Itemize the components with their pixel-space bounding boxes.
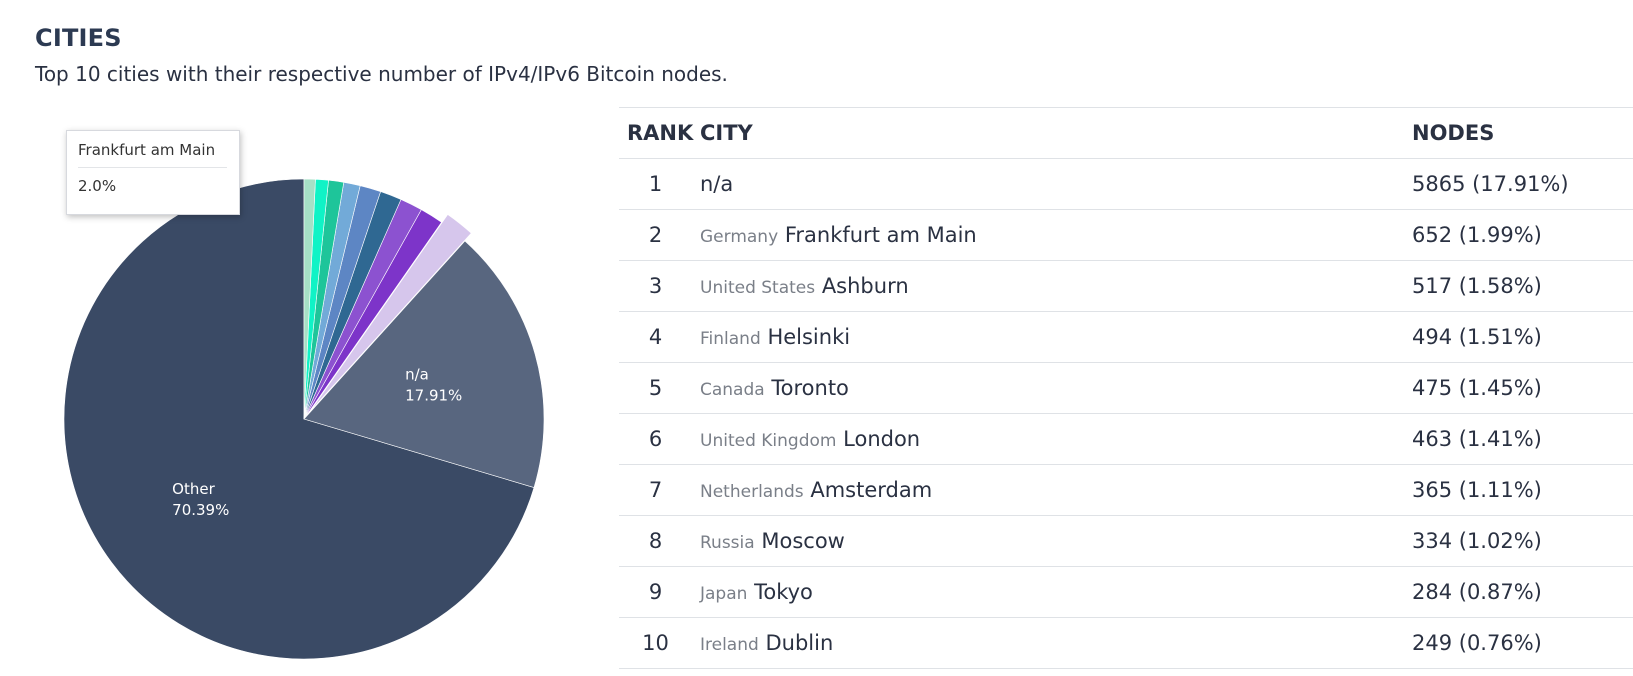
pie-label-n-a: n/a 17.91% xyxy=(405,365,462,404)
country-label: Russia xyxy=(700,533,755,553)
country-label: Ireland xyxy=(700,635,759,655)
chart-tooltip: Frankfurt am Main 2.0% xyxy=(66,130,240,215)
country-label: United States xyxy=(700,278,816,298)
rank-cell: 6 xyxy=(619,413,700,465)
rank-cell: 3 xyxy=(619,260,700,312)
rank-cell: 8 xyxy=(619,515,700,567)
nodes-cell: 475 (1.45%) xyxy=(1412,362,1633,414)
column-header-rank[interactable]: RANK xyxy=(619,107,700,159)
country-label: United Kingdom xyxy=(700,431,837,451)
rank-cell: 10 xyxy=(619,617,700,669)
nodes-cell: 284 (0.87%) xyxy=(1412,566,1633,618)
city-cell: United Kingdom London xyxy=(700,413,1412,465)
cities-pie-chart[interactable]: Other 70.39% n/a 17.91% xyxy=(0,100,600,676)
city-cell: Ireland Dublin xyxy=(700,617,1412,669)
city-name[interactable]: n/a xyxy=(700,172,734,196)
city-cell: Japan Tokyo xyxy=(700,566,1412,618)
city-cell: Russia Moscow xyxy=(700,515,1412,567)
nodes-cell: 652 (1.99%) xyxy=(1412,209,1633,261)
rank-cell: 9 xyxy=(619,566,700,618)
table-row[interactable]: 8 Russia Moscow 334 (1.02%) xyxy=(619,515,1633,567)
rank-cell: 2 xyxy=(619,209,700,261)
rank-cell: 1 xyxy=(619,158,700,210)
city-name[interactable]: Frankfurt am Main xyxy=(784,223,977,247)
city-cell: Finland Helsinki xyxy=(700,311,1412,363)
table-row[interactable]: 1 n/a 5865 (17.91%) xyxy=(619,158,1633,210)
pie-label-value: 17.91% xyxy=(405,386,462,404)
country-label: Canada xyxy=(700,380,765,400)
pie-slice-dublin[interactable] xyxy=(303,178,316,420)
city-name[interactable]: Ashburn xyxy=(821,274,909,298)
country-label: Japan xyxy=(700,584,748,604)
nodes-cell: 5865 (17.91%) xyxy=(1412,158,1633,210)
nodes-cell: 517 (1.58%) xyxy=(1412,260,1633,312)
city-cell: Canada Toronto xyxy=(700,362,1412,414)
table-row[interactable]: 3 United States Ashburn 517 (1.58%) xyxy=(619,260,1633,312)
table-row[interactable]: 5 Canada Toronto 475 (1.45%) xyxy=(619,362,1633,414)
table-row[interactable]: 6 United Kingdom London 463 (1.41%) xyxy=(619,413,1633,465)
city-name[interactable]: Tokyo xyxy=(754,580,813,604)
city-cell: n/a xyxy=(700,158,1412,210)
table-row[interactable]: 4 Finland Helsinki 494 (1.51%) xyxy=(619,311,1633,363)
rank-cell: 5 xyxy=(619,362,700,414)
city-cell: United States Ashburn xyxy=(700,260,1412,312)
city-name[interactable]: Moscow xyxy=(761,529,845,553)
city-cell: Germany Frankfurt am Main xyxy=(700,209,1412,261)
country-label: Netherlands xyxy=(700,482,804,502)
city-cell: Netherlands Amsterdam xyxy=(700,464,1412,516)
city-name[interactable]: Dublin xyxy=(765,631,834,655)
nodes-cell: 494 (1.51%) xyxy=(1412,311,1633,363)
table-row[interactable]: 9 Japan Tokyo 284 (0.87%) xyxy=(619,566,1633,618)
table-row[interactable]: 2 Germany Frankfurt am Main 652 (1.99%) xyxy=(619,209,1633,261)
table-header-row: RANK CITY NODES xyxy=(619,107,1633,159)
page-title: CITIES xyxy=(35,24,122,52)
nodes-cell: 463 (1.41%) xyxy=(1412,413,1633,465)
pie-slice-other[interactable] xyxy=(63,178,535,660)
pie-label-other: Other 70.39% xyxy=(172,480,229,519)
pie-label-name: n/a xyxy=(405,365,429,383)
table-row[interactable]: 7 Netherlands Amsterdam 365 (1.11%) xyxy=(619,464,1633,516)
cities-table: RANK CITY NODES 1 n/a 5865 (17.91%) 2 Ge… xyxy=(619,107,1633,669)
pie-label-name: Other xyxy=(172,480,215,498)
nodes-cell: 334 (1.02%) xyxy=(1412,515,1633,567)
city-name[interactable]: Amsterdam xyxy=(810,478,933,502)
city-name[interactable]: Helsinki xyxy=(767,325,851,349)
nodes-cell: 365 (1.11%) xyxy=(1412,464,1633,516)
tooltip-title: Frankfurt am Main xyxy=(78,141,227,168)
pie-slice-frankfurt-am-main[interactable] xyxy=(309,214,472,412)
city-name[interactable]: Toronto xyxy=(771,376,849,400)
tooltip-value: 2.0% xyxy=(78,177,117,195)
page-subtitle: Top 10 cities with their respective numb… xyxy=(35,62,728,86)
column-header-nodes[interactable]: NODES xyxy=(1412,107,1633,159)
rank-cell: 7 xyxy=(619,464,700,516)
country-label: Germany xyxy=(700,227,779,247)
table-row[interactable]: 10 Ireland Dublin 249 (0.76%) xyxy=(619,617,1633,669)
rank-cell: 4 xyxy=(619,311,700,363)
cities-table-container: RANK CITY NODES 1 n/a 5865 (17.91%) 2 Ge… xyxy=(619,107,1633,669)
pie-slice-n-a[interactable] xyxy=(303,240,545,488)
country-label: Finland xyxy=(700,329,761,349)
column-header-city[interactable]: CITY xyxy=(700,107,1412,159)
nodes-cell: 249 (0.76%) xyxy=(1412,617,1633,669)
city-name[interactable]: London xyxy=(843,427,921,451)
pie-label-value: 70.39% xyxy=(172,501,229,519)
